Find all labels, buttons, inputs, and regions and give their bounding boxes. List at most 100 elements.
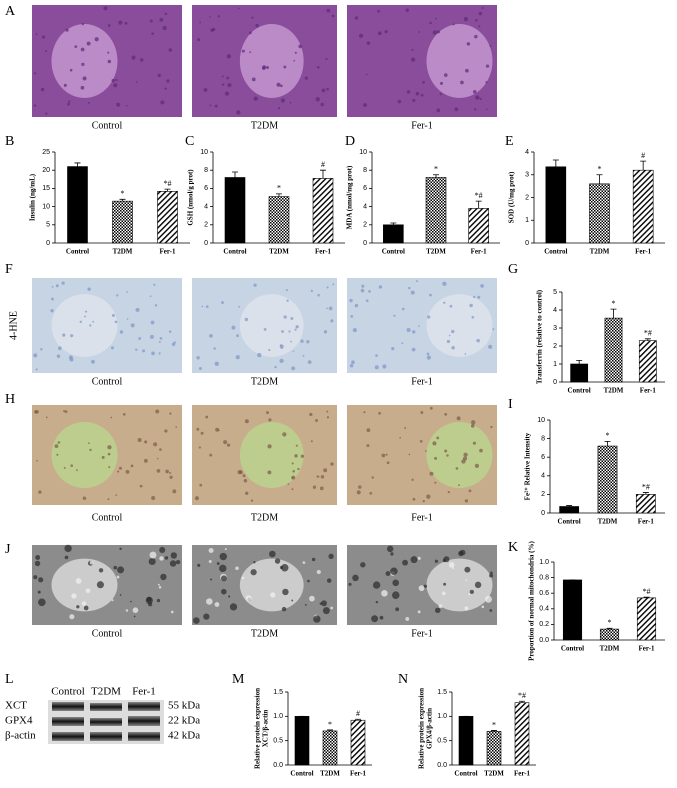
micrograph-texture bbox=[255, 23, 259, 28]
micrograph-texture bbox=[263, 327, 267, 331]
micrograph-texture bbox=[291, 488, 294, 491]
micrograph-texture bbox=[41, 35, 46, 39]
micrograph-texture bbox=[368, 290, 371, 293]
micrograph-region bbox=[51, 294, 118, 357]
micrograph-region bbox=[239, 24, 304, 98]
micrograph-texture bbox=[196, 356, 200, 360]
x-tick-label: Fer-1 bbox=[471, 248, 488, 256]
micrograph-texture bbox=[208, 559, 212, 563]
micrograph-texture bbox=[92, 320, 95, 323]
micrograph-texture bbox=[417, 556, 421, 560]
significance-mark: * bbox=[598, 165, 602, 174]
micrograph-texture bbox=[326, 87, 330, 91]
blot-band bbox=[90, 703, 122, 711]
protein-size: 22 kDa bbox=[168, 715, 200, 727]
micrograph-texture bbox=[279, 565, 284, 570]
micrograph-texture bbox=[153, 283, 156, 286]
y-tick-label: 0.0 bbox=[539, 637, 549, 644]
x-tick-label: Fer-1 bbox=[514, 770, 531, 778]
micrograph-texture bbox=[65, 28, 69, 32]
micrograph-texture bbox=[312, 485, 317, 489]
micrograph-texture bbox=[226, 76, 230, 80]
micrograph-texture bbox=[363, 411, 366, 414]
micrograph-texture bbox=[155, 409, 160, 414]
micrograph-texture bbox=[310, 289, 313, 293]
micrograph-texture bbox=[107, 452, 111, 456]
x-tick-label: Fer-1 bbox=[159, 248, 176, 256]
micrograph-texture bbox=[198, 446, 201, 449]
micrograph-region bbox=[51, 422, 118, 488]
micrograph-texture bbox=[251, 16, 254, 19]
micrograph bbox=[347, 545, 497, 625]
micrograph-texture bbox=[83, 605, 89, 611]
micrograph-texture bbox=[170, 552, 178, 559]
micrograph-texture bbox=[379, 615, 384, 620]
micrograph-texture bbox=[125, 609, 129, 612]
micrograph-texture bbox=[325, 58, 328, 61]
blot-band bbox=[52, 732, 84, 741]
y-tick-label: 2 bbox=[525, 194, 529, 201]
micrograph-texture bbox=[101, 455, 105, 459]
micrograph-texture bbox=[89, 448, 92, 452]
micrograph-texture bbox=[321, 88, 326, 93]
micrograph-texture bbox=[221, 75, 224, 78]
micrograph-texture bbox=[489, 609, 493, 612]
micrograph-texture bbox=[89, 324, 92, 327]
micrograph-texture bbox=[165, 469, 169, 474]
x-tick-label: Fer-1 bbox=[350, 770, 367, 778]
micrograph-region bbox=[239, 422, 304, 488]
x-tick-label: Fer-1 bbox=[315, 248, 332, 256]
micrograph-texture bbox=[330, 319, 334, 323]
micrograph-texture bbox=[444, 449, 448, 453]
micrograph-texture bbox=[300, 454, 304, 458]
error-bar bbox=[566, 505, 573, 507]
y-tick-label: 6 bbox=[541, 454, 545, 461]
micrograph-region bbox=[51, 24, 118, 98]
micrograph-texture bbox=[62, 333, 66, 337]
micrograph bbox=[192, 545, 337, 625]
x-tick-label: T2DM bbox=[590, 248, 610, 256]
micrograph-texture bbox=[331, 14, 335, 18]
y-axis-label: Fe²⁺ Relative Intensity bbox=[524, 432, 532, 500]
micrograph-texture bbox=[126, 291, 129, 294]
micrograph-texture bbox=[306, 340, 310, 344]
micrograph-texture bbox=[390, 567, 398, 575]
micrograph-texture bbox=[478, 25, 481, 28]
micrograph-region bbox=[426, 422, 493, 488]
y-tick-label: 8 bbox=[541, 435, 545, 442]
micrograph-texture bbox=[406, 327, 411, 333]
micrograph-texture bbox=[210, 578, 213, 581]
micrograph-texture bbox=[350, 314, 354, 318]
micrograph-texture bbox=[363, 103, 367, 107]
micrograph-texture bbox=[385, 571, 391, 577]
micrograph-texture bbox=[64, 410, 68, 414]
micrograph-texture bbox=[294, 454, 298, 458]
micrograph-texture bbox=[226, 443, 231, 447]
micrograph-texture bbox=[372, 581, 381, 589]
micrograph-texture bbox=[474, 34, 478, 39]
micrograph-texture bbox=[408, 286, 411, 290]
micrograph-texture bbox=[116, 102, 121, 107]
micrograph-texture bbox=[113, 565, 117, 570]
micrograph-texture bbox=[111, 599, 114, 602]
micrograph-texture bbox=[88, 442, 90, 444]
micrograph-texture bbox=[172, 489, 177, 494]
error-bar bbox=[519, 700, 525, 703]
micrograph-texture bbox=[285, 289, 288, 292]
micrograph-texture bbox=[422, 500, 425, 503]
error-bar bbox=[576, 360, 583, 364]
micrograph-texture bbox=[205, 305, 209, 308]
micrograph-texture bbox=[378, 285, 383, 289]
micrograph-texture bbox=[356, 490, 361, 495]
y-tick-label: 10 bbox=[359, 149, 367, 156]
micrograph-texture bbox=[70, 464, 74, 467]
micrograph-texture bbox=[479, 448, 483, 453]
bar bbox=[589, 183, 610, 244]
micrograph-texture bbox=[227, 83, 232, 88]
micrograph-texture bbox=[79, 320, 83, 324]
y-tick-label: 4 bbox=[553, 307, 557, 314]
significance-mark: *# bbox=[642, 482, 650, 491]
y-tick-label: 4 bbox=[541, 473, 545, 480]
y-tick-label: 8 bbox=[204, 167, 208, 174]
micrograph-texture bbox=[361, 284, 365, 288]
